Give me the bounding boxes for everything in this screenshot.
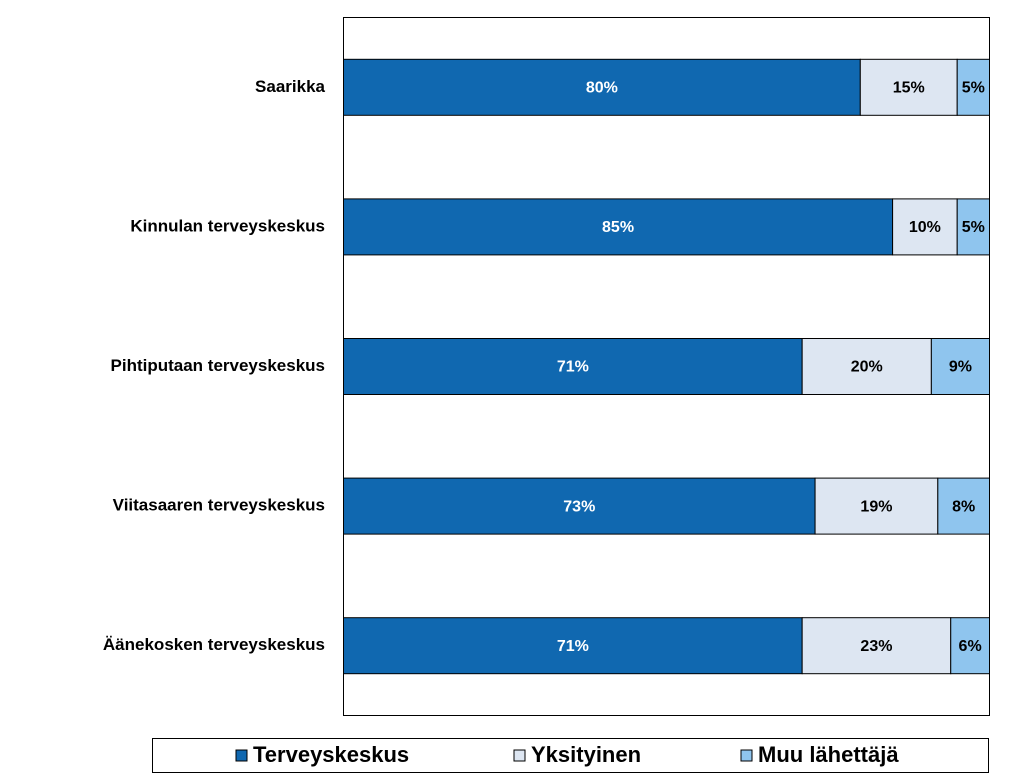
y-tick-label: Viitasaaren terveyskeskus bbox=[113, 496, 325, 515]
data-label: 15% bbox=[893, 80, 925, 97]
data-label: 10% bbox=[909, 219, 941, 236]
legend-box bbox=[152, 738, 989, 773]
data-label: 5% bbox=[962, 219, 985, 236]
bar-segment bbox=[343, 198, 894, 256]
bar-segment bbox=[801, 338, 932, 395]
y-tick-label: Kinnulan terveyskeskus bbox=[130, 216, 325, 235]
bar-segment bbox=[343, 58, 861, 116]
legend-label: Yksityinen bbox=[531, 742, 641, 767]
legend-label: Terveyskeskus bbox=[253, 742, 409, 767]
data-label: 23% bbox=[860, 638, 892, 655]
bar-segment bbox=[801, 617, 952, 675]
y-tick-label: Pihtiputaan terveyskeskus bbox=[111, 356, 325, 375]
legend-swatch bbox=[235, 749, 248, 762]
bar-segment bbox=[930, 338, 990, 395]
data-label: 80% bbox=[586, 80, 618, 97]
data-label: 71% bbox=[557, 638, 589, 655]
bar-segment bbox=[343, 477, 816, 535]
bar-segment bbox=[956, 58, 991, 116]
data-label: 71% bbox=[557, 359, 589, 376]
data-label: 9% bbox=[949, 359, 972, 376]
bar-segment bbox=[343, 338, 803, 395]
legend-swatch bbox=[513, 749, 526, 762]
legend-swatch bbox=[740, 749, 753, 762]
data-label: 5% bbox=[962, 80, 985, 97]
data-label: 8% bbox=[952, 498, 975, 515]
data-label: 85% bbox=[602, 219, 634, 236]
data-label: 6% bbox=[959, 638, 982, 655]
bar-segment bbox=[814, 477, 939, 535]
data-label: 73% bbox=[563, 498, 595, 515]
bar-segment bbox=[859, 58, 958, 116]
bar-segment bbox=[950, 617, 990, 675]
data-label: 19% bbox=[860, 498, 892, 515]
y-tick-label: Saarikka bbox=[255, 77, 325, 96]
data-label: 20% bbox=[851, 359, 883, 376]
bar-segment bbox=[343, 617, 803, 675]
y-tick-label: Äänekosken terveyskeskus bbox=[103, 635, 325, 654]
bar-segment bbox=[937, 477, 991, 535]
bar-segment bbox=[956, 198, 991, 256]
bar-segment bbox=[892, 198, 958, 256]
legend-label: Muu lähettäjä bbox=[758, 742, 899, 767]
